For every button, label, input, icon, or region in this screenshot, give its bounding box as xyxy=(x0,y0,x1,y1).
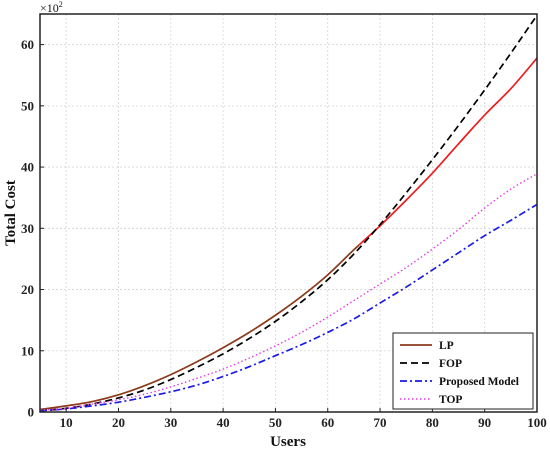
y-axis-title: Total Cost xyxy=(3,180,19,246)
y-tick-label: 0 xyxy=(28,405,35,420)
legend-label-top: TOP xyxy=(439,394,462,406)
y-tick-label: 60 xyxy=(21,37,34,52)
x-tick-label: 20 xyxy=(112,415,125,430)
x-tick-label: 80 xyxy=(426,415,439,430)
ticks: 10 20 30 40 50 60 70 80 90 100 0 10 20 30 40 50 60 xyxy=(21,37,547,430)
x-axis-title: Users xyxy=(270,434,306,450)
legend-label-proposed-model: Proposed Model xyxy=(439,376,519,388)
x-tick-label: 10 xyxy=(60,415,73,430)
y-tick-label: 50 xyxy=(21,98,34,113)
legend-label-fop: FOP xyxy=(439,358,462,370)
legend: LP FOP Proposed Model TOP xyxy=(392,332,534,410)
series-line-fop xyxy=(39,14,538,412)
x-tick-label: 70 xyxy=(374,415,387,430)
y-tick-label: 40 xyxy=(21,160,34,175)
x-tick-label: 30 xyxy=(164,415,177,430)
series-lines xyxy=(39,14,538,412)
x-tick-label: 60 xyxy=(321,415,334,430)
x-tick-label: 50 xyxy=(269,415,282,430)
series-line-lp-upper xyxy=(359,57,537,247)
plot-frame xyxy=(39,13,538,413)
legend-label-lp: LP xyxy=(439,340,454,352)
series-line-lp xyxy=(40,243,360,411)
y-multiplier-base: ×10 xyxy=(40,1,59,15)
x-tick-label: 40 xyxy=(217,415,230,430)
series-line-proposed-model xyxy=(39,203,538,412)
series-line-top xyxy=(39,173,538,411)
y-tick-label: 30 xyxy=(21,221,34,236)
legend-items: LP FOP Proposed Model TOP xyxy=(400,340,519,406)
y-multiplier: ×102 xyxy=(40,0,63,15)
y-tick-label: 20 xyxy=(21,282,34,297)
y-tick-label: 10 xyxy=(21,343,34,358)
y-multiplier-exponent: 2 xyxy=(59,0,63,9)
x-tick-label: 100 xyxy=(527,415,547,430)
x-tick-label: 90 xyxy=(478,415,491,430)
